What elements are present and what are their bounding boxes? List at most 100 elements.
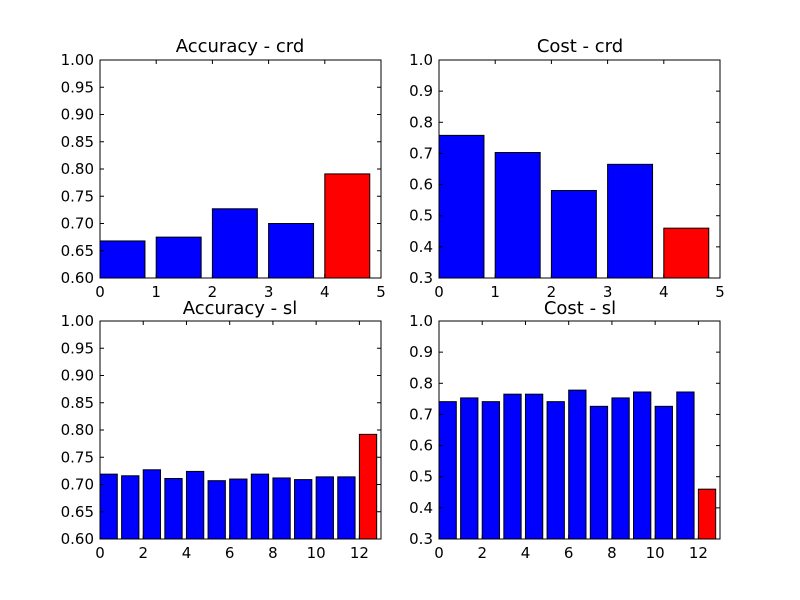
x-tick-label: 4 [521, 544, 531, 562]
y-tick-label: 0.85 [61, 133, 94, 151]
y-tick-label: 0.80 [61, 160, 94, 178]
x-tick-label: 6 [564, 544, 574, 562]
chart-cost-sl: Cost - sl 0 2 4 6 8 10 12 0.3 0.4 0.5 0.6 0.7 0.8 0.9… [409, 298, 721, 562]
bar [589, 405, 609, 540]
chart-title: Accuracy - sl [183, 298, 298, 319]
y-tick-label: 0.75 [61, 187, 94, 205]
chart-cost-crd: Cost - crd 0 1 2 3 4 5 0.3 0.4 0.5 0.6 0.7 0.8 0.9 1.… [409, 36, 725, 301]
y-tick-label: 0.3 [409, 269, 433, 287]
bar [315, 476, 334, 540]
bar [337, 476, 356, 540]
y-tick-label: 0.7 [409, 405, 433, 423]
y-tick-label: 0.60 [61, 530, 94, 548]
bar [142, 469, 162, 540]
y-tick-label: 0.3 [409, 530, 433, 548]
y-tick-label: 0.4 [409, 499, 433, 517]
x-tick-label: 10 [307, 544, 326, 562]
bar [607, 163, 654, 279]
y-tick-label: 0.85 [61, 394, 94, 412]
axes-frame [438, 59, 721, 279]
bar [207, 480, 226, 540]
x-tick-label: 2 [208, 283, 218, 301]
y-tick-label: 0.9 [409, 82, 433, 100]
bar [324, 173, 371, 279]
x-tick-label: 0 [95, 283, 105, 301]
chart-accuracy-crd: Accuracy - crd 0 1 2 3 4 5 0.60 0.65 0.70 0.75 0.8… [61, 36, 386, 301]
y-tick-label: 0.60 [61, 269, 94, 287]
y-tick-label: 0.4 [409, 238, 433, 256]
x-tick-label: 3 [264, 283, 274, 301]
y-tick-label: 0.9 [409, 343, 433, 361]
bar [494, 151, 541, 279]
x-tick-label: 2 [138, 544, 148, 562]
bar [676, 391, 695, 540]
bar [611, 397, 630, 540]
x-tick-label: 5 [715, 283, 725, 301]
y-tick-label: 1.0 [409, 312, 433, 330]
chart-title: Cost - crd [537, 36, 623, 57]
y-tick-label: 0.90 [61, 367, 94, 385]
bar [358, 433, 378, 540]
bar [633, 391, 652, 540]
x-tick-label: 2 [477, 544, 487, 562]
x-tick-label: 0 [434, 544, 444, 562]
x-tick-label: 4 [659, 283, 669, 301]
bar [250, 473, 270, 540]
y-tick-label: 0.5 [409, 468, 433, 486]
x-tick-label: 2 [547, 283, 557, 301]
bar [268, 223, 315, 279]
bar [294, 479, 313, 540]
bar [438, 401, 457, 540]
x-tick-label: 10 [646, 544, 665, 562]
x-tick-label: 4 [182, 544, 192, 562]
x-tick-label: 4 [320, 283, 330, 301]
y-tick-label: 0.80 [61, 421, 94, 439]
bar [524, 393, 544, 540]
x-tick-label: 5 [376, 283, 386, 301]
bar [99, 473, 118, 540]
bar [546, 401, 565, 540]
y-tick-label: 0.70 [61, 476, 94, 494]
x-tick-label: 8 [607, 544, 617, 562]
x-tick-label: 8 [268, 544, 278, 562]
bar [155, 236, 202, 279]
bar [663, 227, 710, 279]
x-tick-label: 0 [434, 283, 444, 301]
x-tick-label: 12 [350, 544, 369, 562]
bar [211, 208, 258, 279]
bar [185, 470, 205, 540]
bar [99, 240, 146, 279]
x-tick-label: 0 [95, 544, 105, 562]
y-tick-label: 0.6 [409, 437, 433, 455]
x-tick-label: 12 [689, 544, 708, 562]
chart-title: Cost - sl [544, 298, 616, 319]
y-tick-label: 1.0 [409, 51, 433, 69]
y-tick-label: 0.6 [409, 176, 433, 194]
chart-title: Accuracy - crd [176, 36, 305, 57]
bar [568, 389, 587, 540]
y-tick-label: 0.8 [409, 374, 433, 392]
y-tick-label: 0.65 [61, 242, 94, 260]
bar [503, 393, 522, 540]
bar [272, 477, 291, 540]
y-tick-label: 0.8 [409, 113, 433, 131]
y-tick-label: 1.00 [61, 51, 94, 69]
x-tick-label: 6 [225, 544, 235, 562]
bar [697, 488, 717, 540]
bar [229, 478, 248, 540]
bar [550, 189, 597, 279]
y-tick-label: 0.95 [61, 339, 94, 357]
bar [481, 401, 501, 540]
x-tick-label: 1 [151, 283, 161, 301]
axes-frame [438, 320, 721, 540]
y-tick-label: 1.00 [61, 312, 94, 330]
chart-accuracy-sl: Accuracy - sl 0 2 4 6 8 10 12 0.60 0.65 0.70 0.75 0… [61, 298, 382, 562]
y-tick-label: 0.65 [61, 503, 94, 521]
y-tick-label: 0.7 [409, 144, 433, 162]
y-tick-label: 0.90 [61, 106, 94, 124]
bar [121, 475, 140, 540]
y-tick-label: 0.95 [61, 78, 94, 96]
y-tick-label: 0.70 [61, 215, 94, 233]
y-tick-label: 0.5 [409, 207, 433, 225]
